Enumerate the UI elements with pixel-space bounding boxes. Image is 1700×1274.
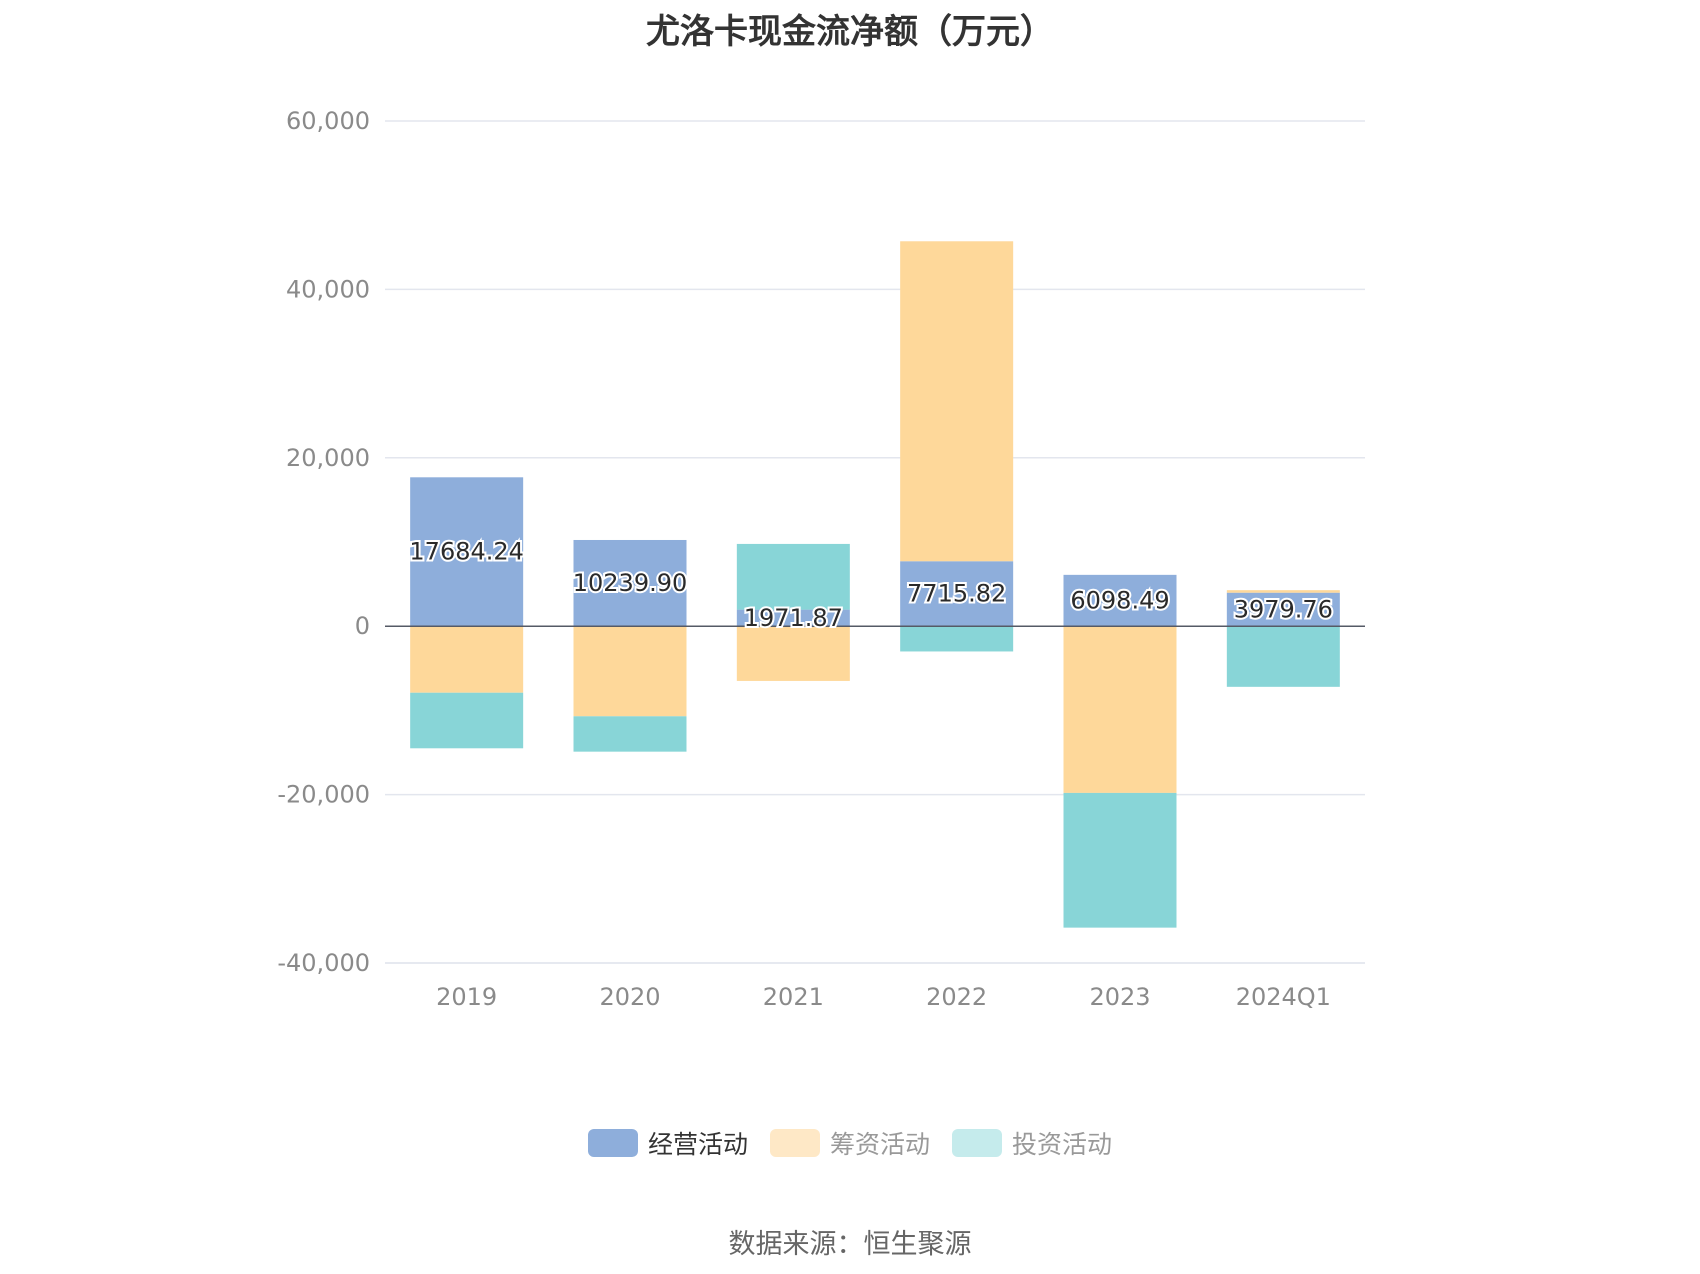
legend-label: 经营活动 (647, 1130, 748, 1159)
legend-item[interactable]: 投资活动 (952, 1125, 1112, 1161)
y-tick-label: -40,000 (277, 949, 370, 977)
legend-item[interactable]: 经营活动 (587, 1125, 748, 1161)
bar-投资活动-2020 (573, 716, 687, 752)
bar-经营活动-2019 (410, 477, 524, 627)
y-tick-label: -20,000 (277, 781, 370, 809)
data-label: 3979.76 (1234, 595, 1333, 623)
legend: 经营活动 筹资活动 投资活动 (0, 1125, 1700, 1161)
bar-经营活动-2020 (573, 539, 687, 627)
data-source: 数据来源：恒生聚源 (728, 1229, 972, 1260)
legend-label: 投资活动 (1012, 1130, 1113, 1159)
data-label: 17684.24 (409, 538, 524, 566)
data-label: 1971.87 (744, 604, 843, 632)
data-label: 7715.82 (907, 580, 1006, 608)
chart-title: 尤洛卡现金流净额（万元） (646, 12, 1054, 52)
legend-swatch (587, 1129, 638, 1157)
grid-layer (385, 120, 1365, 964)
y-tick-label: 20,000 (286, 444, 370, 472)
y-tick-label: 60,000 (286, 107, 370, 135)
bar-layer (410, 241, 1340, 928)
x-tick-label: 2024Q1 (1236, 983, 1331, 1011)
bar-筹资活动-2019 (410, 626, 524, 693)
x-tick-label: 2020 (599, 983, 660, 1011)
bar-经营活动-2024Q1 (1226, 592, 1340, 627)
legend-swatch (769, 1129, 820, 1157)
bar-投资活动-2022 (900, 626, 1014, 652)
bar-筹资活动-2021 (736, 626, 850, 681)
bar-筹资活动-2024Q1 (1226, 590, 1340, 593)
legend-label: 筹资活动 (829, 1130, 930, 1159)
legend-swatch (952, 1129, 1002, 1157)
bar-投资活动-2024Q1 (1226, 626, 1340, 687)
data-label: 10239.90 (573, 569, 688, 597)
bar-投资活动-2023 (1063, 792, 1177, 928)
axis-layer: 60,000 40,000 20,000 0 -20,000 -40,000 2019 202… (277, 107, 1365, 1011)
x-tick-label: 2023 (1089, 983, 1150, 1011)
x-tick-label: 2022 (926, 983, 987, 1011)
y-tick-label: 40,000 (286, 275, 370, 303)
y-tick-label: 0 (355, 612, 370, 640)
bar-经营活动-2021 (736, 609, 850, 627)
legend-item[interactable]: 筹资活动 (769, 1125, 930, 1161)
label-layer: 17684.24 10239.90 1971.87 7715.82 6098.49 397… (407, 536, 1335, 634)
x-tick-label: 2019 (436, 983, 497, 1011)
data-label: 6098.49 (1070, 587, 1169, 615)
bar-经营活动-2023 (1063, 574, 1177, 627)
x-tick-label: 2021 (763, 983, 824, 1011)
bar-经营活动-2022 (900, 561, 1014, 627)
bar-筹资活动-2020 (573, 626, 687, 717)
bar-投资活动-2021 (736, 543, 850, 610)
bar-投资活动-2019 (410, 692, 524, 749)
bar-筹资活动-2022 (900, 241, 1014, 562)
bar-筹资活动-2023 (1063, 626, 1177, 793)
